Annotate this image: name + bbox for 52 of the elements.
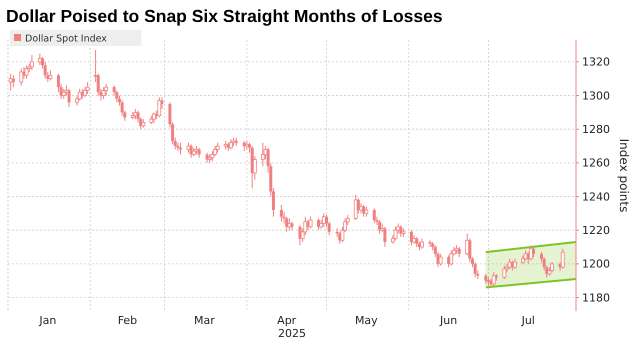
candlestick <box>242 140 246 152</box>
legend-label: Dollar Spot Index <box>25 34 108 44</box>
y-tick-label: 1220 <box>582 224 610 238</box>
candlestick <box>317 218 320 231</box>
y-axis-title: Index points <box>617 138 631 212</box>
candlestick <box>190 144 193 158</box>
candlestick <box>449 250 454 266</box>
candlestick <box>378 220 382 234</box>
x-tick-label: Mar <box>194 314 216 327</box>
candlestick <box>394 226 398 241</box>
y-tick-label: 1240 <box>582 190 610 204</box>
candlestick <box>30 54 34 71</box>
candlestick <box>44 61 47 80</box>
candlestick <box>86 82 90 94</box>
candlestick <box>438 253 443 266</box>
x-tick-label: Feb <box>118 314 138 327</box>
y-tick-label: 1300 <box>582 89 610 102</box>
candlestick <box>415 236 418 248</box>
y-tick-label: 1180 <box>582 291 610 304</box>
candlestick <box>68 88 71 108</box>
candlestick <box>532 246 536 258</box>
candlestick <box>260 142 265 167</box>
candlestick <box>280 204 283 222</box>
x-tick-label: Apr <box>277 314 297 327</box>
x-tick-label: Jun <box>439 314 458 327</box>
x-tick-label: Jul <box>520 314 535 327</box>
x-tick-label: Jan <box>38 314 56 327</box>
candlestick <box>213 146 217 157</box>
candlestick <box>102 86 106 100</box>
y-tick-label: 1280 <box>582 123 610 136</box>
candlestick <box>206 152 209 164</box>
candlestick <box>364 206 368 218</box>
x-axis-title: 2025 <box>278 327 306 339</box>
candlestick <box>484 273 488 285</box>
candlestick <box>420 238 424 250</box>
candlestick <box>560 248 565 270</box>
chart-title: Dollar Poised to Snap Six Straight Months of Losses <box>6 6 443 26</box>
y-tick-label: 1320 <box>582 56 610 69</box>
candlestick <box>48 70 52 81</box>
candlestick <box>104 83 108 96</box>
x-tick-label: May <box>354 314 378 327</box>
candlestick <box>372 208 376 224</box>
candlestick <box>362 204 366 218</box>
candlestick <box>38 52 42 66</box>
candlestick <box>12 74 15 88</box>
y-tick-label: 1260 <box>582 156 610 170</box>
candlestick <box>198 147 201 158</box>
candlestick <box>216 142 220 154</box>
candlestick <box>115 90 118 103</box>
candlestick <box>383 226 386 248</box>
candlestick <box>179 142 182 155</box>
y-tick-label: 1200 <box>582 258 610 271</box>
